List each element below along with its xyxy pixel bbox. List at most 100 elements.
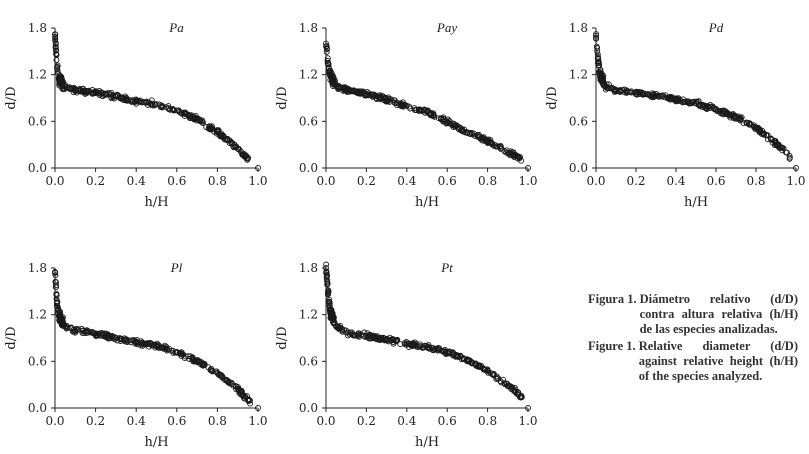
data-point: [633, 88, 640, 95]
data-point: [80, 85, 86, 92]
data-point: [190, 358, 197, 365]
data-point: [189, 355, 196, 362]
data-point: [649, 90, 656, 97]
data-point: [475, 363, 482, 370]
panel-label: Pt: [440, 260, 453, 275]
data-point: [485, 138, 492, 145]
data-point: [658, 93, 665, 100]
data-point: [233, 386, 240, 393]
x-tick-label: 1.0: [248, 174, 267, 188]
data-point: [369, 333, 376, 340]
data-point: [484, 366, 491, 373]
data-point: [246, 397, 253, 404]
data-point: [401, 340, 408, 347]
data-point: [685, 98, 692, 105]
data-point: [517, 394, 524, 400]
data-point: [363, 91, 370, 98]
data-point: [511, 151, 518, 158]
data-point: [209, 126, 216, 133]
data-point: [58, 75, 65, 82]
data-point: [220, 133, 227, 140]
data-point: [638, 90, 645, 97]
data-point: [54, 64, 61, 70]
panel-label: Pl: [170, 260, 183, 275]
data-point: [443, 351, 449, 357]
data-point: [381, 96, 388, 102]
data-point: [695, 98, 702, 105]
data-point: [352, 88, 359, 95]
data-point: [52, 31, 59, 38]
data-point: [479, 134, 486, 141]
data-point: [255, 405, 261, 411]
data-point: [327, 67, 334, 74]
data-point: [430, 110, 437, 117]
data-point: [201, 360, 208, 367]
data-point: [117, 335, 124, 342]
data-point: [79, 329, 86, 336]
data-point: [85, 87, 92, 94]
data-point: [122, 96, 129, 103]
y-tick-label: 0.0: [569, 161, 588, 175]
x-tick-label: 0.0: [45, 414, 64, 428]
data-point: [456, 126, 463, 133]
x-axis-title: h/H: [144, 435, 168, 450]
data-point: [744, 120, 751, 127]
y-tick-label: 1.8: [299, 21, 318, 35]
data-point: [435, 346, 442, 353]
data-point: [613, 88, 620, 95]
data-point: [594, 48, 601, 55]
data-point: [124, 339, 131, 345]
data-point: [129, 97, 136, 104]
y-axis-title: d/D: [275, 86, 290, 109]
data-point: [240, 392, 247, 399]
data-point: [380, 335, 387, 341]
data-point: [606, 85, 613, 92]
x-tick-label: 1.0: [248, 414, 267, 428]
y-tick-label: 0.6: [28, 354, 47, 368]
y-axis-title: d/D: [275, 326, 290, 349]
data-point: [336, 84, 343, 91]
data-point: [178, 349, 185, 356]
data-point: [517, 154, 524, 161]
data-point: [711, 106, 718, 113]
x-tick-label: 0.8: [478, 174, 497, 188]
data-point: [145, 343, 152, 350]
data-point: [194, 359, 201, 366]
data-point: [737, 115, 744, 122]
data-point: [388, 96, 395, 103]
data-point: [89, 330, 96, 337]
data-point: [121, 335, 128, 342]
data-point: [330, 317, 337, 324]
data-point: [428, 344, 435, 351]
y-tick-label: 0.0: [299, 161, 318, 175]
data-point: [52, 34, 59, 41]
data-point: [595, 53, 601, 60]
data-point: [82, 328, 89, 335]
x-axis-title: h/H: [684, 195, 708, 210]
data-point: [594, 45, 601, 51]
data-point: [398, 103, 405, 110]
caption-spanish: Figura 1. Diámetro relativo (d/D) contra…: [588, 292, 798, 338]
data-point: [366, 335, 372, 342]
data-point: [391, 97, 398, 104]
data-point: [145, 99, 152, 106]
y-tick-label: 1.8: [299, 261, 318, 275]
y-tick-label: 1.8: [28, 21, 47, 35]
data-point: [225, 379, 232, 386]
data-point: [245, 398, 252, 405]
x-tick-label: 0.4: [127, 174, 146, 188]
x-tick-label: 0.4: [397, 174, 416, 188]
data-point: [123, 97, 130, 104]
data-point: [480, 366, 487, 373]
data-point: [525, 165, 531, 171]
data-point: [393, 337, 399, 344]
data-point: [413, 107, 420, 114]
data-point: [170, 107, 177, 114]
panel-label: Pd: [708, 20, 724, 35]
data-point: [59, 318, 66, 325]
y-axis-title: d/D: [4, 86, 19, 109]
x-tick-label: 0.0: [586, 174, 605, 188]
data-point: [349, 331, 355, 338]
y-tick-label: 0.6: [569, 114, 588, 128]
data-point: [366, 332, 373, 339]
